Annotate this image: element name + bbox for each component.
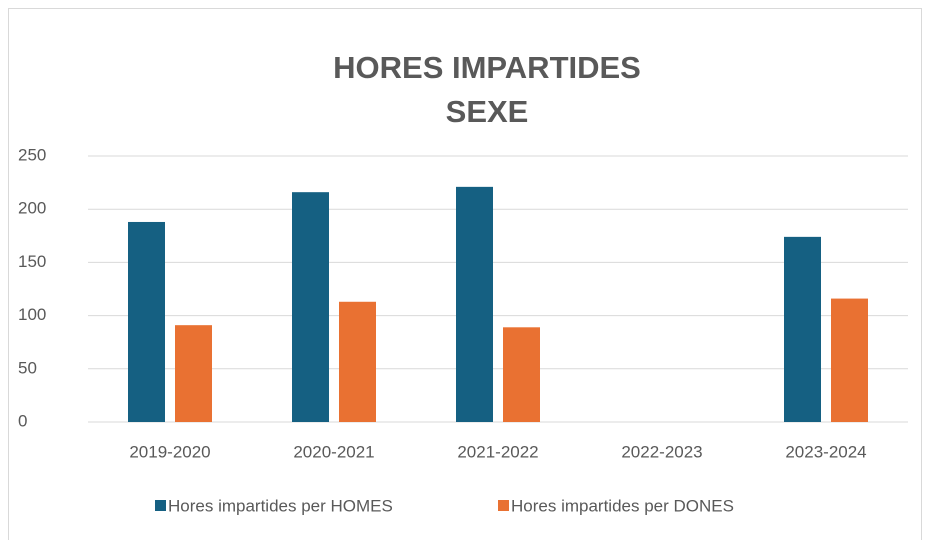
legend-label: Hores impartides per DONES: [511, 496, 734, 515]
x-tick-label: 2020-2021: [293, 442, 374, 461]
y-tick-label: 150: [18, 252, 46, 271]
legend-label: Hores impartides per HOMES: [168, 496, 393, 515]
legend-swatch: [155, 500, 166, 511]
bar: [784, 236, 821, 422]
x-tick-label: 2019-2020: [129, 442, 210, 461]
bar: [292, 192, 329, 422]
y-tick-label: 200: [18, 199, 46, 218]
y-tick-label: 0: [18, 411, 27, 430]
y-tick-label: 250: [18, 145, 46, 164]
bar: [339, 301, 376, 422]
bar: [831, 298, 868, 422]
x-tick-label: 2022-2023: [621, 442, 702, 461]
bar: [456, 186, 493, 422]
chart-title: SEXE: [446, 94, 529, 129]
y-tick-label: 100: [18, 305, 46, 324]
x-tick-label: 2023-2024: [785, 442, 866, 461]
chart-title: HORES IMPARTIDES: [333, 50, 641, 85]
bar: [175, 325, 212, 422]
bar: [503, 327, 540, 422]
x-tick-label: 2021-2022: [457, 442, 538, 461]
y-tick-label: 50: [18, 358, 37, 377]
legend-swatch: [498, 500, 509, 511]
bar: [128, 221, 165, 422]
